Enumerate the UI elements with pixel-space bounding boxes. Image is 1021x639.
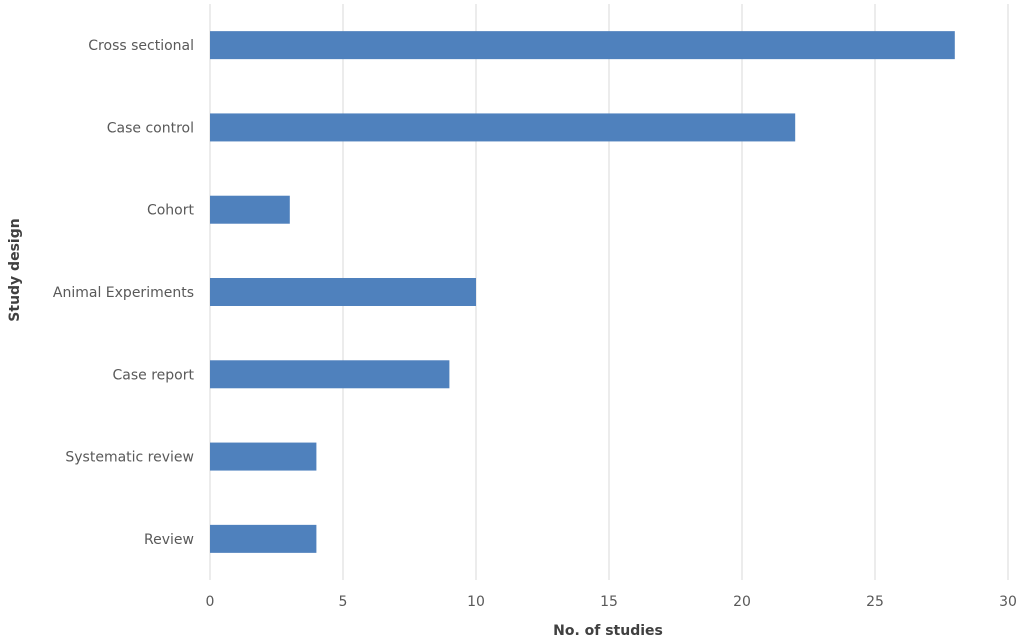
- category-label: Systematic review: [65, 450, 194, 466]
- bar: [210, 360, 450, 389]
- bar: [210, 278, 476, 306]
- category-label: Animal Experiments: [53, 285, 194, 301]
- x-tick-label: 30: [999, 594, 1017, 610]
- category-label: Cohort: [147, 203, 195, 219]
- bar: [210, 195, 290, 224]
- y-axis-title: Study design: [7, 218, 23, 321]
- bar: [210, 113, 796, 142]
- x-tick-labels: 0 5 10 15 20 25 30: [206, 594, 1017, 610]
- x-tick-label: 5: [339, 594, 348, 610]
- x-tick-label: 25: [866, 594, 884, 610]
- bar: [210, 31, 955, 60]
- bar: [210, 442, 317, 471]
- category-labels: Cross sectional Case control Cohort Animal …: [53, 38, 195, 548]
- category-label: Review: [144, 532, 194, 548]
- category-label: Cross sectional: [88, 38, 194, 54]
- x-tick-label: 0: [206, 594, 215, 610]
- x-tick-label: 15: [600, 594, 618, 610]
- bar: [210, 524, 317, 553]
- x-axis-title: No. of studies: [553, 623, 663, 639]
- bars: [210, 31, 955, 553]
- category-label: Case report: [113, 367, 195, 383]
- category-label: Case control: [107, 120, 194, 136]
- x-tick-label: 10: [467, 594, 485, 610]
- x-tick-label: 20: [733, 594, 751, 610]
